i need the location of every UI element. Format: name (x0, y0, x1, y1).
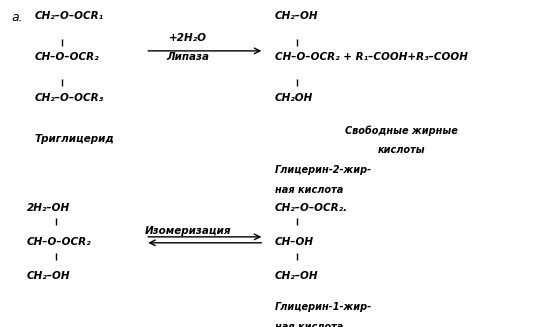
Text: CH–O–OCR₂: CH–O–OCR₂ (34, 52, 99, 62)
Text: a.: a. (12, 11, 23, 24)
Text: CH₂OH: CH₂OH (275, 93, 313, 103)
Text: 2H₂–OH: 2H₂–OH (26, 203, 70, 213)
Text: Свободные жирные: Свободные жирные (345, 125, 458, 136)
Text: CH₂–OH: CH₂–OH (26, 271, 70, 281)
Text: CH–O–OCR₂: CH–O–OCR₂ (26, 237, 91, 247)
Text: Изомеризация: Изомеризация (144, 226, 231, 236)
Text: Липаза: Липаза (166, 52, 209, 62)
Text: CH₂–O–OCR₁: CH₂–O–OCR₁ (34, 11, 103, 21)
Text: CH–OH: CH–OH (275, 237, 314, 247)
Text: ная кислота: ная кислота (275, 185, 343, 195)
Text: ная кислота: ная кислота (275, 322, 343, 327)
Text: CH₂–OH: CH₂–OH (275, 271, 319, 281)
Text: кислоты: кислоты (378, 145, 425, 155)
Text: +2H₂O: +2H₂O (169, 33, 206, 43)
Text: CH₂–O–OCR₃: CH₂–O–OCR₃ (34, 93, 103, 103)
Text: CH₂–OH: CH₂–OH (275, 11, 319, 21)
Text: Триглицерид: Триглицерид (34, 134, 114, 144)
Text: CH₂–O–OCR₂.: CH₂–O–OCR₂. (275, 203, 348, 213)
Text: Глицерин-2-жир-: Глицерин-2-жир- (275, 165, 372, 176)
Text: Глицерин-1-жир-: Глицерин-1-жир- (275, 302, 372, 312)
Text: CH–O–OCR₂ + R₁–COOH+R₃–COOH: CH–O–OCR₂ + R₁–COOH+R₃–COOH (275, 52, 468, 62)
